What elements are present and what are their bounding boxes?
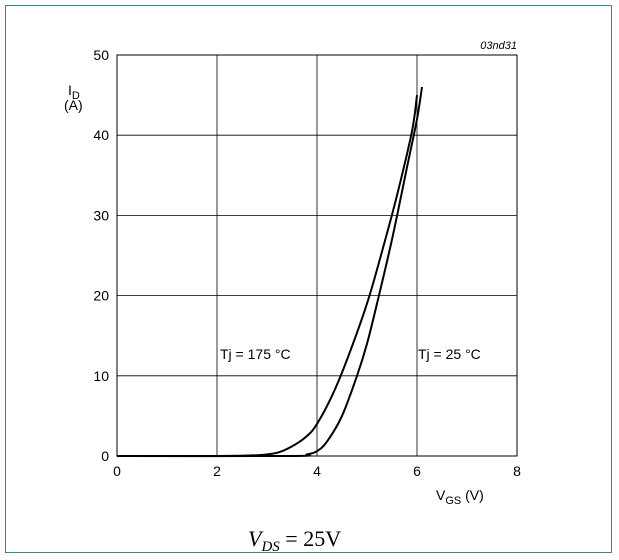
- y-tick-label: 40: [93, 127, 109, 143]
- x-tick-label: 6: [413, 463, 421, 479]
- curve-tj-175: [116, 94, 418, 458]
- y-tick-label: 30: [93, 207, 109, 223]
- grid: [116, 54, 518, 457]
- annotation-tj-25: Tj = 25 °C: [418, 346, 481, 362]
- figure-frame: [5, 5, 612, 553]
- y-tick-label: 20: [93, 288, 109, 304]
- figure-caption: VDS = 25V: [248, 526, 341, 555]
- tick-labels: 0 2 4 6 8 0 10 20 30 40 50: [93, 47, 521, 479]
- x-axis-label: VGS (V): [436, 487, 484, 507]
- figure-code: 03nd31: [480, 40, 517, 52]
- x-tick-label: 8: [513, 463, 521, 479]
- annotation-tj-175: Tj = 175 °C: [220, 346, 291, 362]
- x-tick-label: 0: [113, 463, 121, 479]
- curves: [116, 86, 423, 458]
- x-tick-label: 4: [313, 463, 321, 479]
- x-tick-label: 2: [213, 463, 221, 479]
- y-tick-label: 0: [101, 448, 109, 464]
- y-axis-unit: (A): [64, 97, 83, 113]
- curve-tj-25: [116, 86, 423, 458]
- y-axis-label: ID: [68, 82, 80, 102]
- y-tick-label: 10: [93, 368, 109, 384]
- y-tick-label: 50: [93, 47, 109, 63]
- plot-border: [116, 54, 518, 457]
